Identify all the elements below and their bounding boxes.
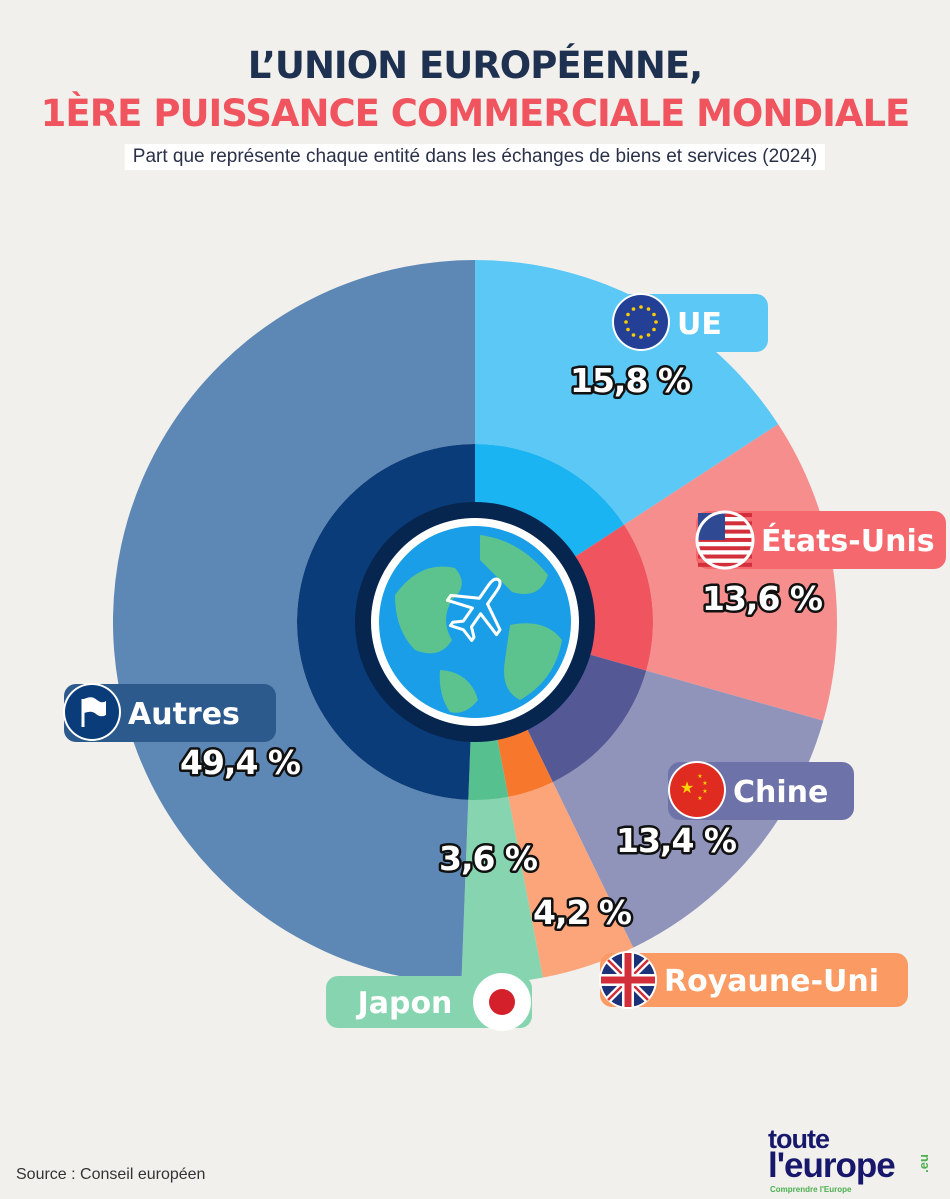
eu-flag-icon: [612, 293, 670, 351]
logo-text-line-1: toute: [768, 1124, 830, 1154]
japan-flag-icon: [473, 973, 531, 1031]
label-etats-unis: États-Unis 13,6 %: [695, 510, 946, 621]
title-line-2: 1ÈRE PUISSANCE COMMERCIALE MONDIALE: [40, 92, 911, 135]
label-name-japon: Japon: [356, 986, 453, 1021]
label-pill-royaune-uni: [600, 953, 908, 1007]
logo-text-line-2: l'europe: [768, 1146, 896, 1185]
source-note: Source : Conseil européen: [16, 1166, 206, 1183]
logo-suffix: .eu: [915, 1154, 931, 1173]
toutleurope-logo[interactable]: toute l'europe .eu Comprendre l'Europe: [768, 1124, 938, 1194]
label-name-royaune-uni: Royaune-Uni: [664, 964, 879, 999]
slice-outer-autres: [112, 260, 476, 984]
us-flag-icon: [695, 510, 755, 570]
value-label-ue: 15,8 %: [570, 361, 691, 400]
label-japon: Japon 3,6 %: [326, 837, 541, 1031]
svg-text:★: ★: [697, 795, 702, 802]
value-label-autres: 49,4 %: [180, 743, 301, 782]
value-label-japon: 3,6 %: [439, 839, 538, 878]
label-royaune-uni: Royaune-Uni 4,2 %: [530, 891, 908, 1009]
logo-tagline: Comprendre l'Europe: [770, 1185, 852, 1194]
svg-text:★: ★: [702, 788, 707, 795]
china-flag-icon: ★★★★★: [668, 761, 726, 819]
value-label-etats-unis: 13,6 %: [702, 579, 823, 618]
slice-outer-royaune-uni: [508, 782, 634, 978]
flag-icon: [63, 683, 121, 741]
title-line-1: L’UNION EUROPÉENNE,: [247, 44, 703, 87]
slice-outer-ue: [475, 260, 779, 525]
slice-outer-japon: [461, 796, 543, 985]
svg-text:★: ★: [680, 778, 694, 797]
label-name-etats-unis: États-Unis: [761, 523, 935, 559]
svg-text:★: ★: [697, 773, 702, 780]
uk-flag-icon: [599, 951, 657, 1009]
label-name-chine: Chine: [733, 775, 828, 810]
value-label-royaune-uni: 4,2 %: [533, 893, 632, 932]
globe-airplane-icon: [355, 502, 595, 742]
subtitle: Part que représente chaque entité dans l…: [124, 144, 826, 170]
slice-outer-etats-unis: [624, 424, 837, 721]
svg-text:★: ★: [702, 780, 707, 787]
value-label-chine: 13,4 %: [616, 821, 737, 860]
label-name-autres: Autres: [128, 697, 240, 732]
label-pill-etats-unis: [696, 511, 946, 569]
label-name-ue: UE: [677, 307, 722, 342]
label-autres: Autres 49,4 %: [63, 683, 304, 785]
label-ue: UE 15,8 %: [568, 293, 768, 403]
